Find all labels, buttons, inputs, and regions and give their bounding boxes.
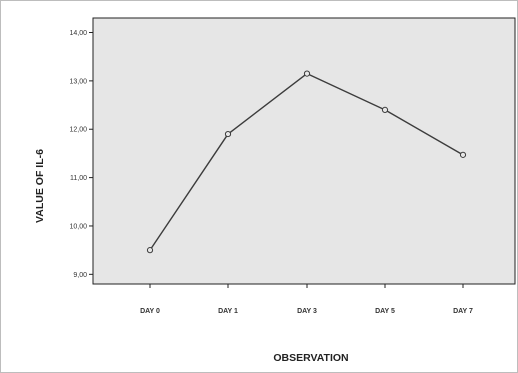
- x-tick-label: DAY 1: [218, 308, 238, 315]
- y-tick-label: 11,00: [70, 175, 87, 182]
- y-tick-label: 12,00: [69, 127, 87, 134]
- data-point-marker: [224, 130, 232, 138]
- y-axis-title: VALUE OF IL-6: [34, 149, 46, 223]
- series-layer: [146, 70, 467, 254]
- data-point-marker: [303, 70, 311, 77]
- y-axis-ticks: 9,00 10,00 11,00 12,00 13,00 14,00: [69, 30, 93, 279]
- data-point-marker: [146, 247, 154, 254]
- data-point-marker: [381, 106, 389, 113]
- x-axis-ticks: DAY 0 DAY 1 DAY 3 DAY 5 DAY 7: [140, 284, 473, 315]
- y-tick-label: 9,00: [73, 272, 87, 279]
- y-tick-label: 14,00: [69, 30, 87, 37]
- data-point-marker: [459, 151, 467, 158]
- x-tick-label: DAY 5: [375, 308, 395, 315]
- plot-area: [92, 17, 516, 285]
- x-tick-label: DAY 0: [140, 308, 160, 315]
- x-axis-title: OBSERVATION: [273, 352, 348, 364]
- x-tick-label: DAY 7: [453, 308, 473, 315]
- x-tick-label: DAY 3: [297, 308, 317, 315]
- y-tick-label: 13,00: [69, 78, 87, 85]
- y-tick-label: 10,00: [69, 223, 87, 230]
